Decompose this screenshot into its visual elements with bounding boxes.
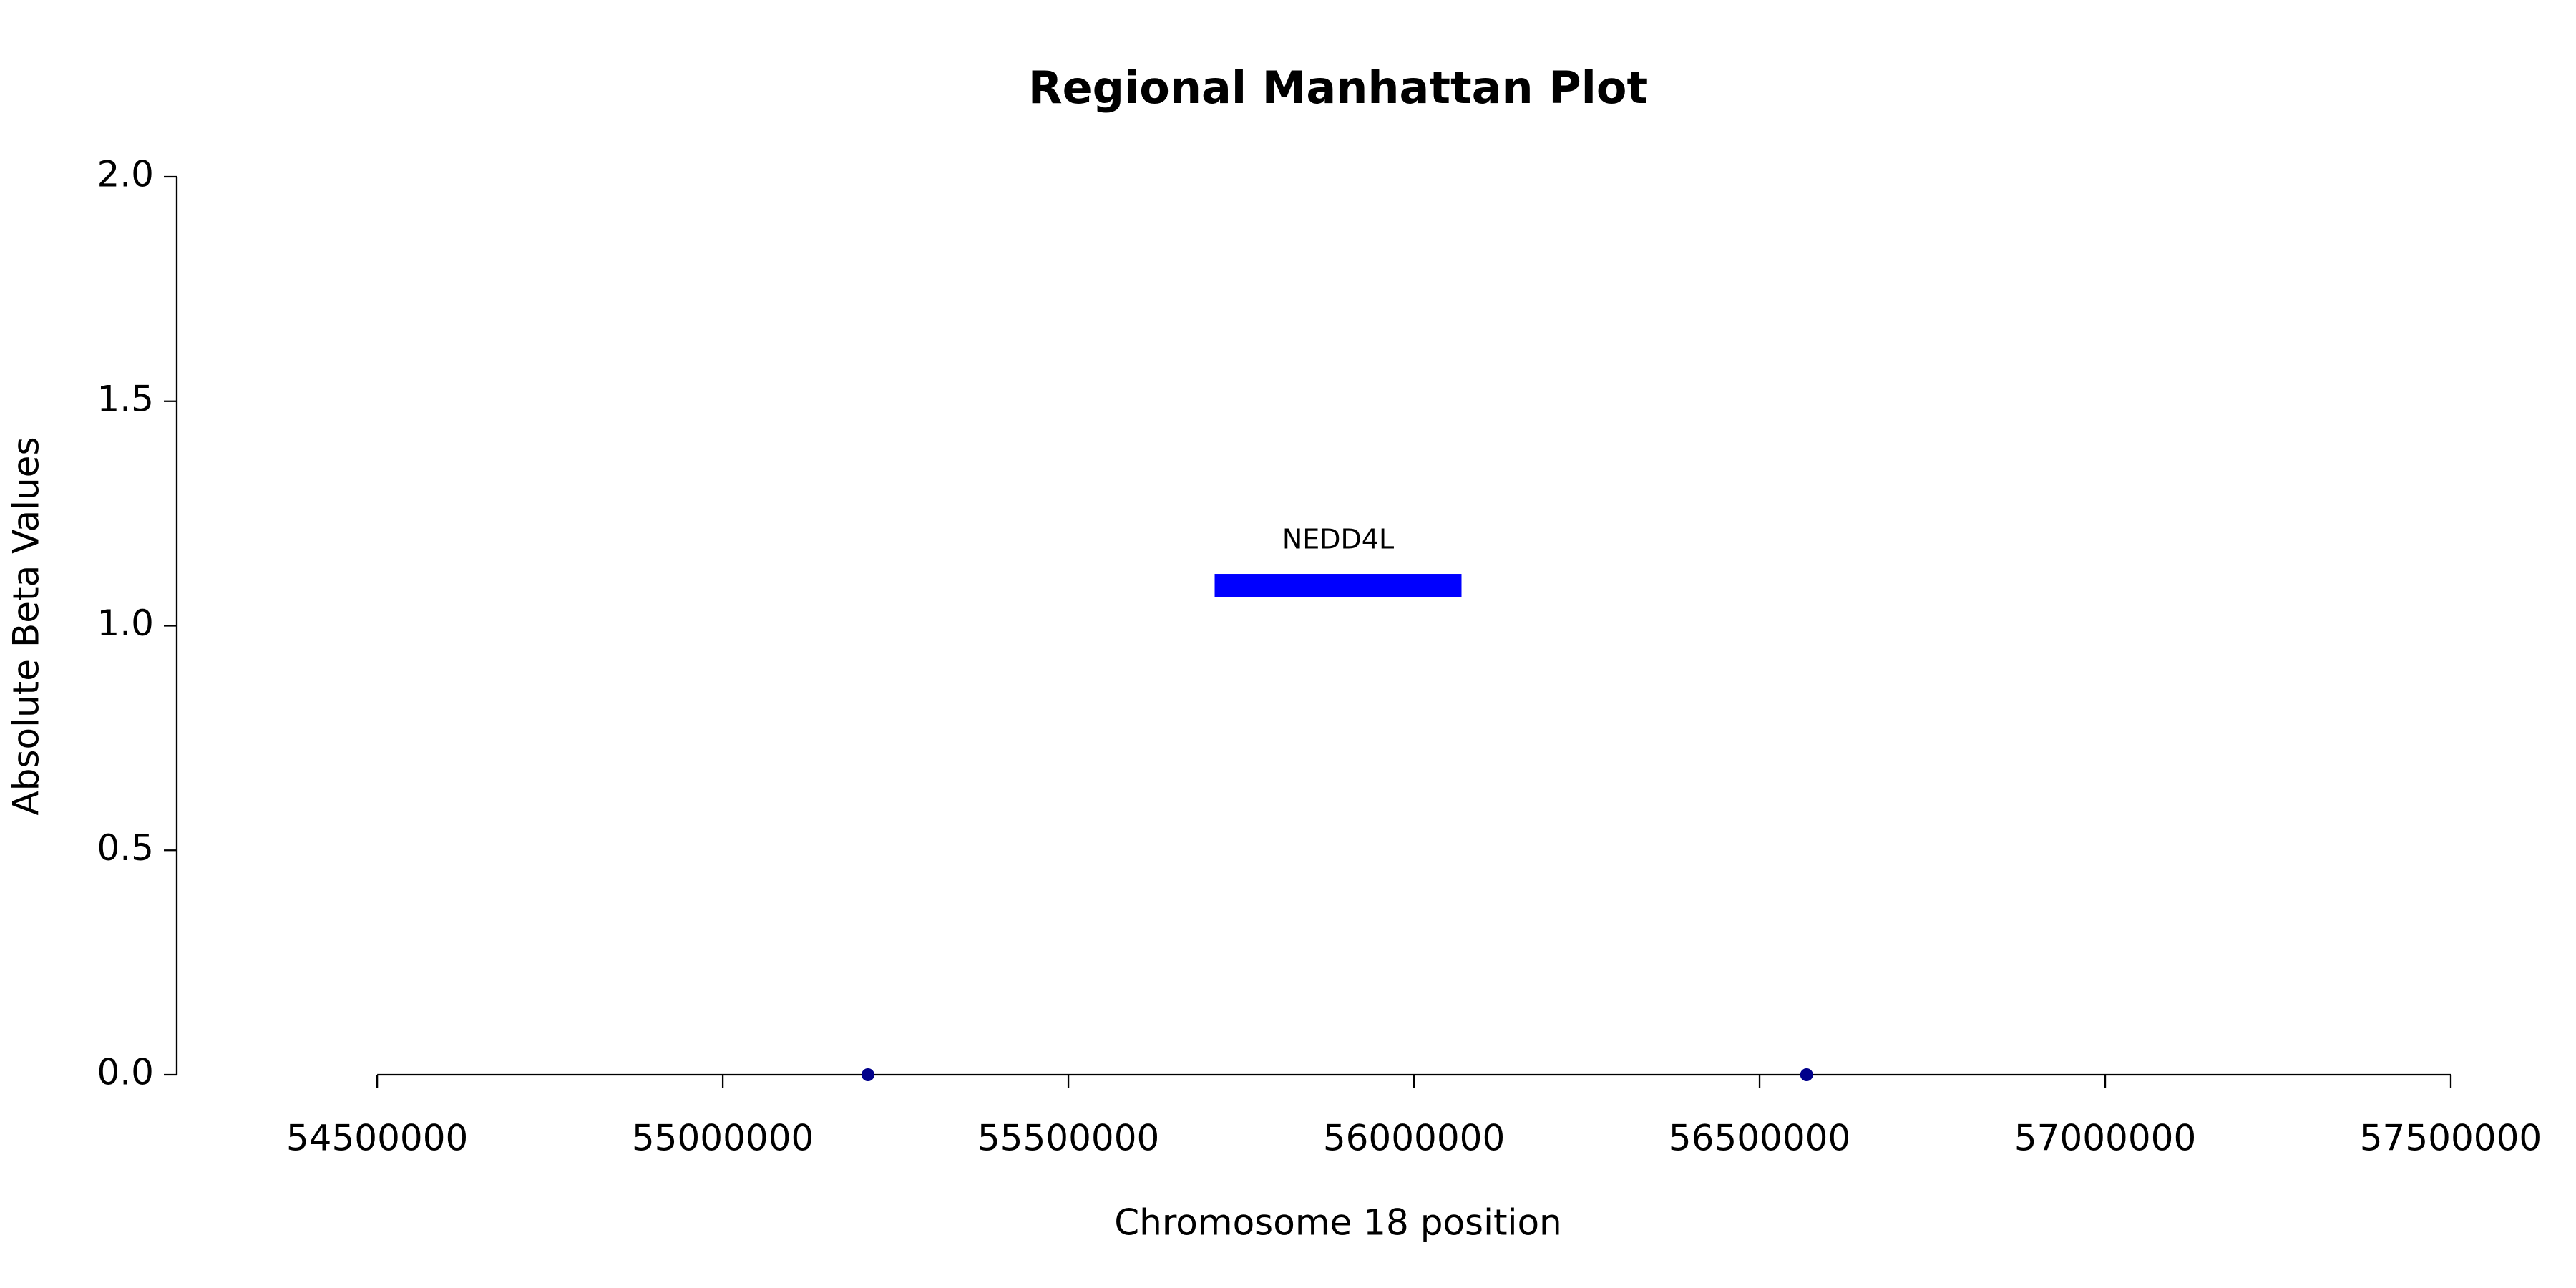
x-tick-label: 57000000 (2014, 1118, 2197, 1159)
gene-label: NEDD4L (1282, 524, 1394, 555)
x-tick-label: 55000000 (632, 1118, 814, 1159)
y-tick-label: 1.5 (97, 378, 154, 419)
y-tick-label: 0.0 (97, 1052, 154, 1093)
y-tick-label: 1.0 (97, 602, 154, 644)
y-tick-label: 0.5 (97, 827, 154, 869)
gene-bar (1214, 574, 1462, 597)
x-tick-label: 56000000 (1323, 1118, 1506, 1159)
x-axis-title: Chromosome 18 position (1114, 1202, 1562, 1244)
y-tick-label: 2.0 (97, 154, 154, 195)
x-tick-label: 54500000 (286, 1118, 469, 1159)
x-tick-label: 55500000 (977, 1118, 1160, 1159)
y-axis-title: Absolute Beta Values (6, 437, 47, 816)
point (861, 1068, 874, 1081)
x-tick-label: 57500000 (2360, 1118, 2542, 1159)
x-tick-label: 56500000 (1669, 1118, 1851, 1159)
point (1800, 1068, 1813, 1081)
chart-title: Regional Manhattan Plot (1028, 62, 1648, 114)
